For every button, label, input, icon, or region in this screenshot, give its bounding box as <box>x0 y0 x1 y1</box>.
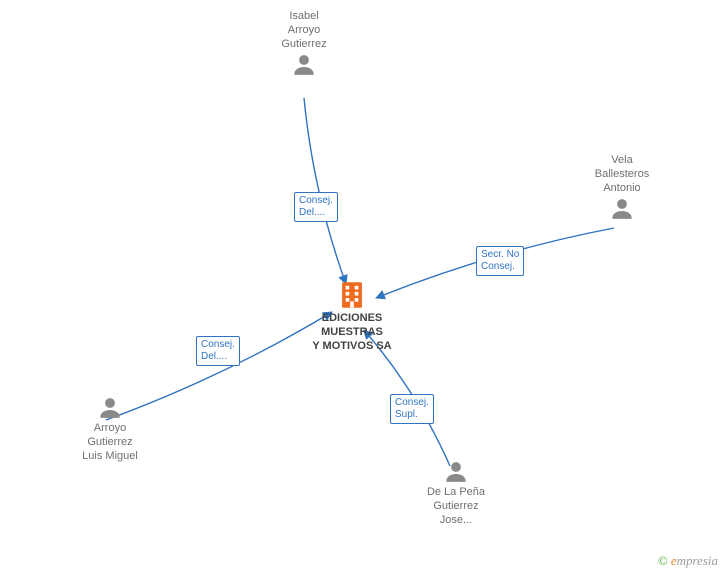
person-icon <box>65 394 155 422</box>
person-node-isabel[interactable]: Isabel Arroyo Gutierrez <box>259 10 349 79</box>
company-icon <box>312 278 392 312</box>
person-node-jose[interactable]: De La Peña Gutierrez Jose... <box>411 458 501 527</box>
company-node[interactable]: EDICIONES MUESTRAS Y MOTIVOS SA <box>312 278 392 353</box>
brand-rest: mpresia <box>677 553 718 568</box>
person-node-vela[interactable]: Vela Ballesteros Antonio <box>577 154 667 223</box>
person-label: De La Peña Gutierrez Jose... <box>411 486 501 527</box>
person-node-luis[interactable]: Arroyo Gutierrez Luis Miguel <box>65 394 155 463</box>
edge-isabel-company <box>304 98 346 284</box>
person-icon <box>411 458 501 486</box>
company-label: EDICIONES MUESTRAS Y MOTIVOS SA <box>312 312 392 353</box>
diagram-canvas: EDICIONES MUESTRAS Y MOTIVOS SA Isabel A… <box>0 0 728 575</box>
copyright-symbol: © <box>658 553 668 568</box>
edge-label-isabel: Consej. Del.... <box>294 192 338 222</box>
edge-label-vela: Secr. No Consej. <box>476 246 524 276</box>
edge-label-jose: Consej. Supl. <box>390 394 434 424</box>
person-label: Arroyo Gutierrez Luis Miguel <box>65 422 155 463</box>
person-icon <box>259 51 349 79</box>
edge-label-luis: Consej. Del.... <box>196 336 240 366</box>
person-label: Vela Ballesteros Antonio <box>577 154 667 195</box>
person-label: Isabel Arroyo Gutierrez <box>259 10 349 51</box>
watermark: © empresia <box>658 553 718 569</box>
person-icon <box>577 195 667 223</box>
